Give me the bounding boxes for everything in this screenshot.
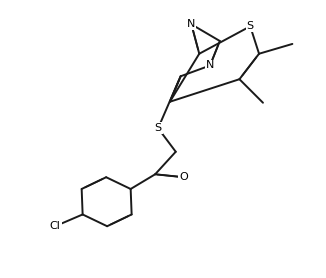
Text: O: O: [179, 172, 188, 182]
Text: S: S: [247, 21, 254, 31]
Text: S: S: [155, 123, 162, 133]
Text: Cl: Cl: [50, 221, 61, 231]
Text: N: N: [187, 19, 196, 29]
Text: N: N: [206, 61, 214, 71]
